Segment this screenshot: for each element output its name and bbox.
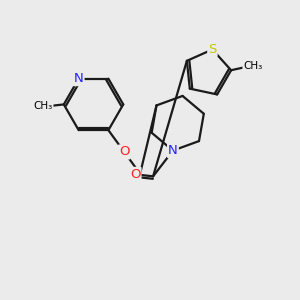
- Text: S: S: [208, 43, 217, 56]
- Text: CH₃: CH₃: [243, 61, 262, 71]
- Text: O: O: [119, 146, 130, 158]
- Text: O: O: [130, 168, 140, 181]
- Text: CH₃: CH₃: [33, 101, 52, 111]
- Text: N: N: [74, 72, 83, 85]
- Text: N: N: [168, 144, 178, 157]
